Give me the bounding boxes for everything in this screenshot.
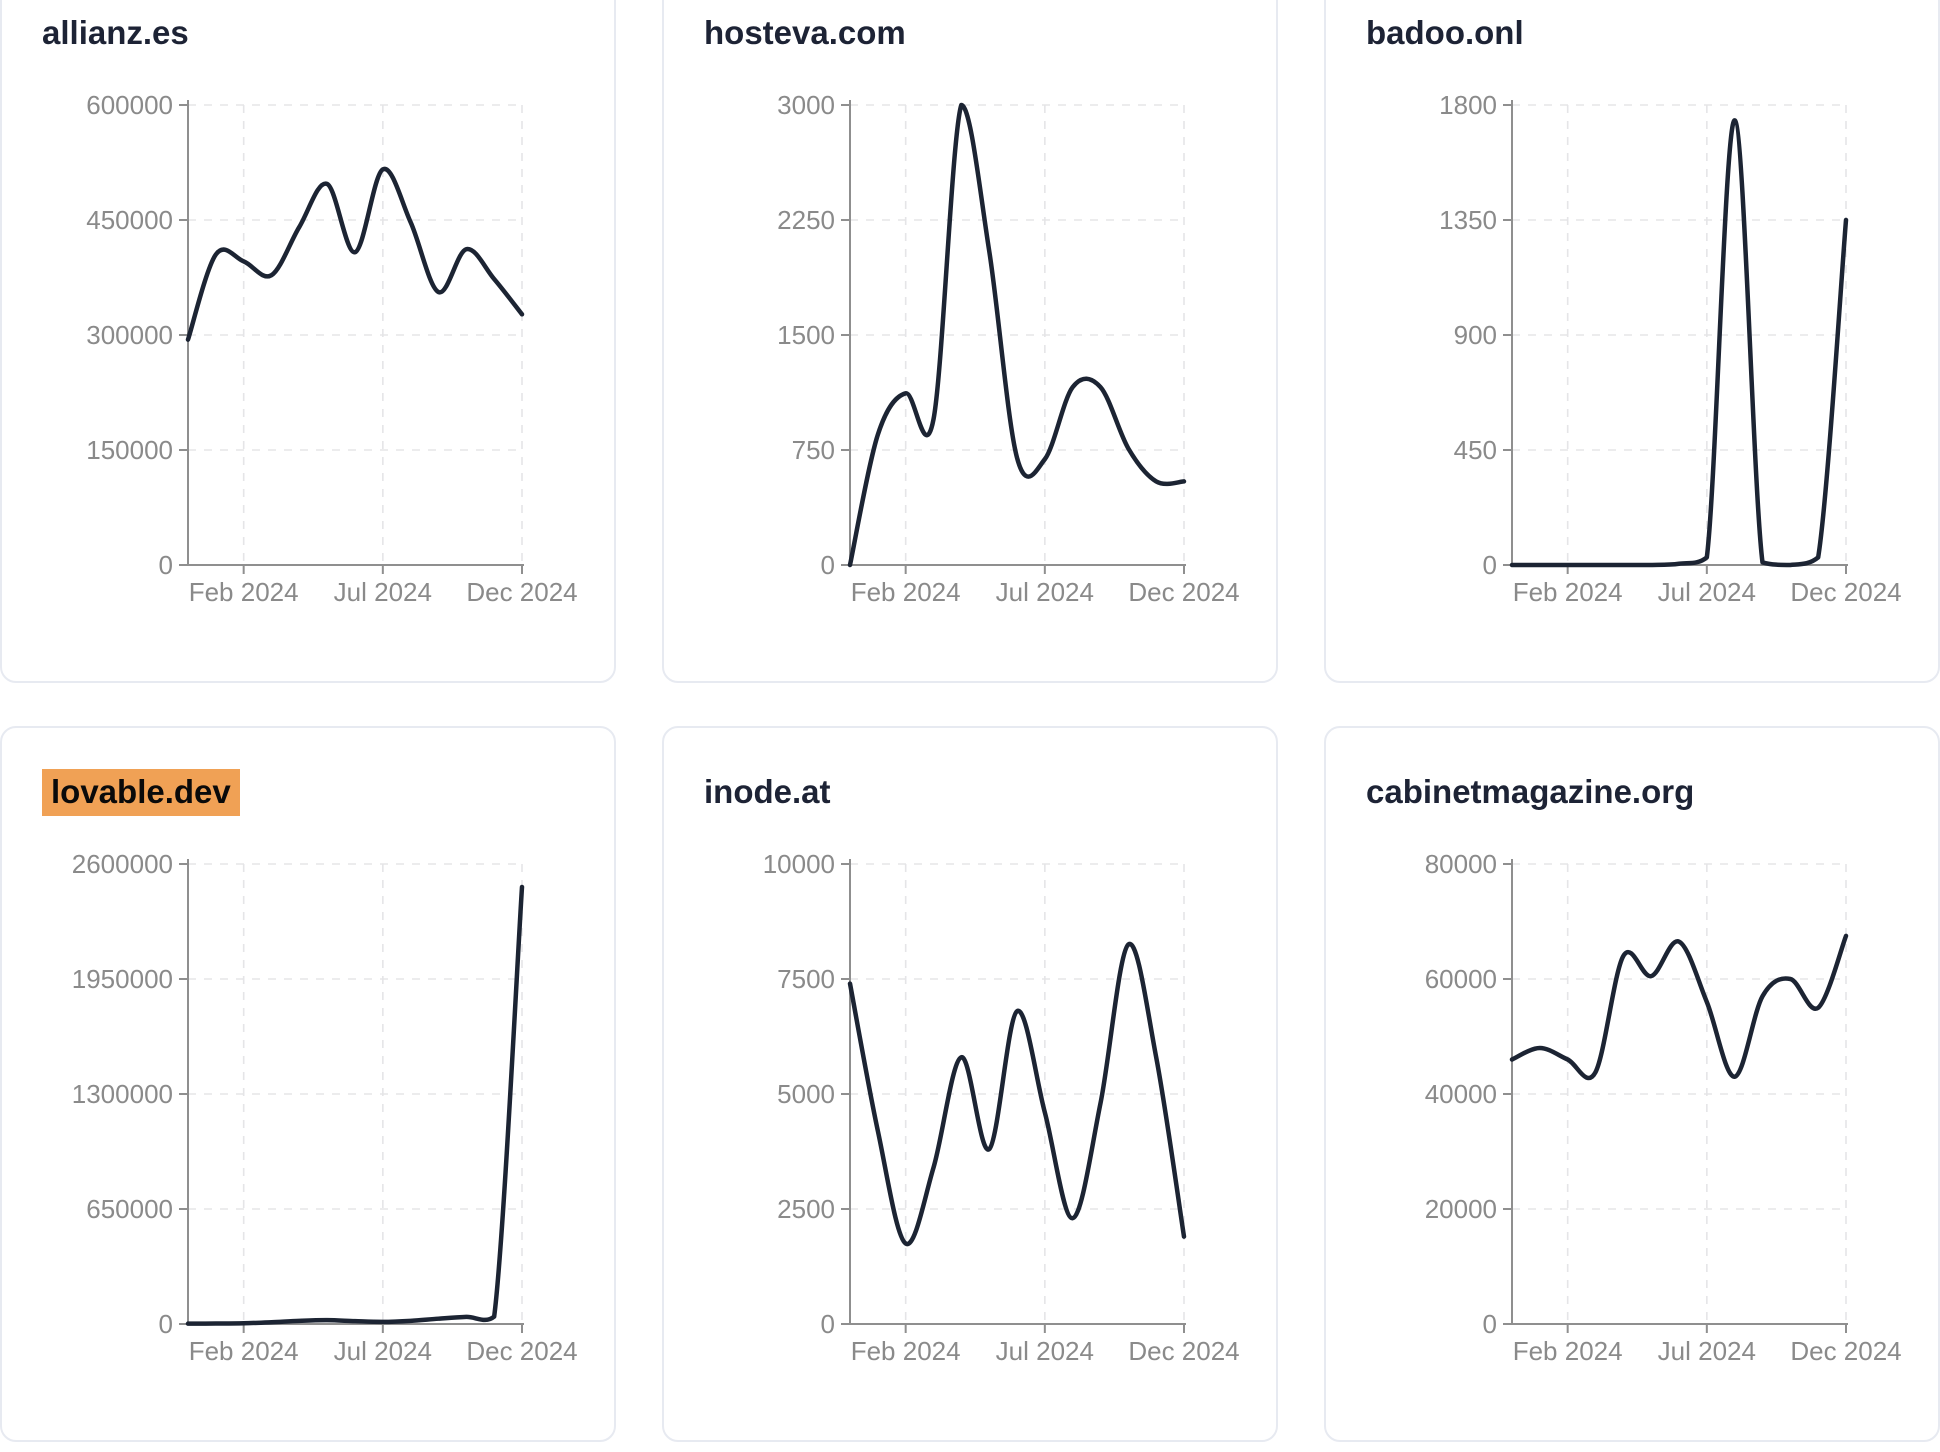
chart-card-lovable-dev: lovable.dev 0 650000 1300000 1950000 2600000… bbox=[0, 726, 616, 1442]
y-tick-label: 650000 bbox=[86, 1194, 173, 1224]
tick-labels: 0 450 900 1350 1800 Feb 2024 Jul 2024 Dec 2024 bbox=[1439, 90, 1902, 607]
tick-labels: 0 650000 1300000 1950000 2600000 Feb 2024 Jul … bbox=[72, 849, 578, 1366]
x-tick-label: Feb 2024 bbox=[189, 1336, 299, 1366]
y-tick-label: 1950000 bbox=[72, 964, 173, 994]
tick-labels: 0 150000 300000 450000 600000 Feb 2024 Jul 202… bbox=[86, 90, 577, 607]
axes bbox=[1503, 100, 1848, 574]
y-tick-label: 450000 bbox=[86, 205, 173, 235]
y-tick-label: 2250 bbox=[777, 205, 835, 235]
y-tick-label: 750 bbox=[792, 435, 835, 465]
line-chart: 0 450 900 1350 1800 Feb 2024 Jul 2024 Dec 2024 bbox=[1439, 90, 1902, 607]
tick-labels: 0 750 1500 2250 3000 Feb 2024 Jul 2024 Dec 2024 bbox=[777, 90, 1240, 607]
gridlines bbox=[850, 863, 1185, 1324]
line-chart: 0 750 1500 2250 3000 Feb 2024 Jul 2024 Dec 2024 bbox=[777, 90, 1240, 607]
y-tick-label: 10000 bbox=[763, 849, 835, 879]
series-line bbox=[185, 166, 525, 342]
x-tick-label: Dec 2024 bbox=[1128, 577, 1239, 607]
gridlines bbox=[850, 104, 1185, 565]
gridlines bbox=[1512, 863, 1847, 1324]
y-tick-label: 80000 bbox=[1425, 849, 1497, 879]
chart-title-text: cabinetmagazine.org bbox=[1366, 773, 1695, 810]
axes bbox=[179, 859, 524, 1333]
y-tick-label: 600000 bbox=[86, 90, 173, 120]
chart-title: cabinetmagazine.org bbox=[1366, 772, 1694, 812]
chart-card-cabinetmagazine-org: cabinetmagazine.org 0 20000 40000 60000 8000… bbox=[1324, 726, 1940, 1442]
y-tick-label: 300000 bbox=[86, 320, 173, 350]
y-tick-label: 900 bbox=[1454, 320, 1497, 350]
x-tick-label: Dec 2024 bbox=[1790, 1336, 1901, 1366]
chart-title-text: inode.at bbox=[704, 773, 831, 810]
x-tick-label: Feb 2024 bbox=[851, 577, 961, 607]
y-tick-label: 0 bbox=[821, 1309, 835, 1339]
y-tick-label: 2500 bbox=[777, 1194, 835, 1224]
x-tick-label: Jul 2024 bbox=[996, 577, 1094, 607]
y-tick-label: 1300000 bbox=[72, 1079, 173, 1109]
x-tick-label: Dec 2024 bbox=[466, 1336, 577, 1366]
series-line bbox=[847, 941, 1187, 1246]
y-tick-label: 150000 bbox=[86, 435, 173, 465]
x-tick-label: Feb 2024 bbox=[1513, 577, 1623, 607]
line-chart: 0 2500 5000 7500 10000 Feb 2024 Jul 2024 Dec 20… bbox=[763, 849, 1240, 1366]
line-chart: 0 650000 1300000 1950000 2600000 Feb 2024 Jul … bbox=[72, 849, 578, 1366]
chart-title: badoo.onl bbox=[1366, 13, 1524, 53]
y-tick-label: 1800 bbox=[1439, 90, 1497, 120]
chart-card-hosteva-com: hosteva.com 0 750 1500 2250 3000 Feb 2024 Jul … bbox=[662, 0, 1278, 683]
y-tick-label: 0 bbox=[1483, 1309, 1497, 1339]
gridlines bbox=[188, 104, 523, 565]
y-tick-label: 0 bbox=[159, 1309, 173, 1339]
y-tick-label: 450 bbox=[1454, 435, 1497, 465]
y-tick-label: 1350 bbox=[1439, 205, 1497, 235]
series-line bbox=[1509, 933, 1849, 1081]
y-tick-label: 0 bbox=[1483, 550, 1497, 580]
tick-labels: 0 20000 40000 60000 80000 Feb 2024 Jul 2024 Dec… bbox=[1425, 849, 1902, 1366]
chart-title-text: badoo.onl bbox=[1366, 14, 1524, 51]
chart-title-text: hosteva.com bbox=[704, 14, 906, 51]
chart-card-allianz-es: allianz.es 0 150000 300000 450000 600000 Feb … bbox=[0, 0, 616, 683]
gridlines bbox=[1512, 104, 1847, 565]
series-line bbox=[847, 102, 1187, 568]
chart-title: allianz.es bbox=[42, 13, 189, 53]
x-tick-label: Feb 2024 bbox=[189, 577, 299, 607]
axes bbox=[1503, 859, 1848, 1333]
axes bbox=[841, 859, 1186, 1333]
y-tick-label: 0 bbox=[159, 550, 173, 580]
y-tick-label: 2600000 bbox=[72, 849, 173, 879]
x-tick-label: Dec 2024 bbox=[466, 577, 577, 607]
y-tick-label: 60000 bbox=[1425, 964, 1497, 994]
y-tick-label: 0 bbox=[821, 550, 835, 580]
chart-title-highlight: lovable.dev bbox=[42, 769, 240, 816]
chart-title-text: allianz.es bbox=[42, 14, 189, 51]
gridlines bbox=[188, 863, 523, 1324]
y-tick-label: 5000 bbox=[777, 1079, 835, 1109]
x-tick-label: Jul 2024 bbox=[334, 577, 432, 607]
tick-labels: 0 2500 5000 7500 10000 Feb 2024 Jul 2024 Dec 20… bbox=[763, 849, 1240, 1366]
chart-card-inode-at: inode.at 0 2500 5000 7500 10000 Feb 2024 Jul 2… bbox=[662, 726, 1278, 1442]
line-chart: 0 150000 300000 450000 600000 Feb 2024 Jul 202… bbox=[86, 90, 577, 607]
chart-title: lovable.dev bbox=[42, 769, 240, 816]
x-tick-label: Jul 2024 bbox=[1658, 1336, 1756, 1366]
line-chart: 0 20000 40000 60000 80000 Feb 2024 Jul 2024 Dec… bbox=[1425, 849, 1902, 1366]
x-tick-label: Jul 2024 bbox=[334, 1336, 432, 1366]
y-tick-label: 1500 bbox=[777, 320, 835, 350]
y-tick-label: 40000 bbox=[1425, 1079, 1497, 1109]
x-tick-label: Feb 2024 bbox=[1513, 1336, 1623, 1366]
x-tick-label: Jul 2024 bbox=[1658, 577, 1756, 607]
x-tick-label: Feb 2024 bbox=[851, 1336, 961, 1366]
y-tick-label: 7500 bbox=[777, 964, 835, 994]
chart-card-badoo-onl: badoo.onl 0 450 900 1350 1800 Feb 2024 Jul 202… bbox=[1324, 0, 1940, 683]
axes bbox=[841, 100, 1186, 574]
y-tick-label: 3000 bbox=[777, 90, 835, 120]
series-line bbox=[1509, 118, 1849, 568]
x-tick-label: Jul 2024 bbox=[996, 1336, 1094, 1366]
y-tick-label: 20000 bbox=[1425, 1194, 1497, 1224]
axes bbox=[179, 100, 524, 574]
chart-title: inode.at bbox=[704, 772, 831, 812]
x-tick-label: Dec 2024 bbox=[1128, 1336, 1239, 1366]
chart-title: hosteva.com bbox=[704, 13, 906, 53]
x-tick-label: Dec 2024 bbox=[1790, 577, 1901, 607]
series-line bbox=[185, 884, 525, 1326]
